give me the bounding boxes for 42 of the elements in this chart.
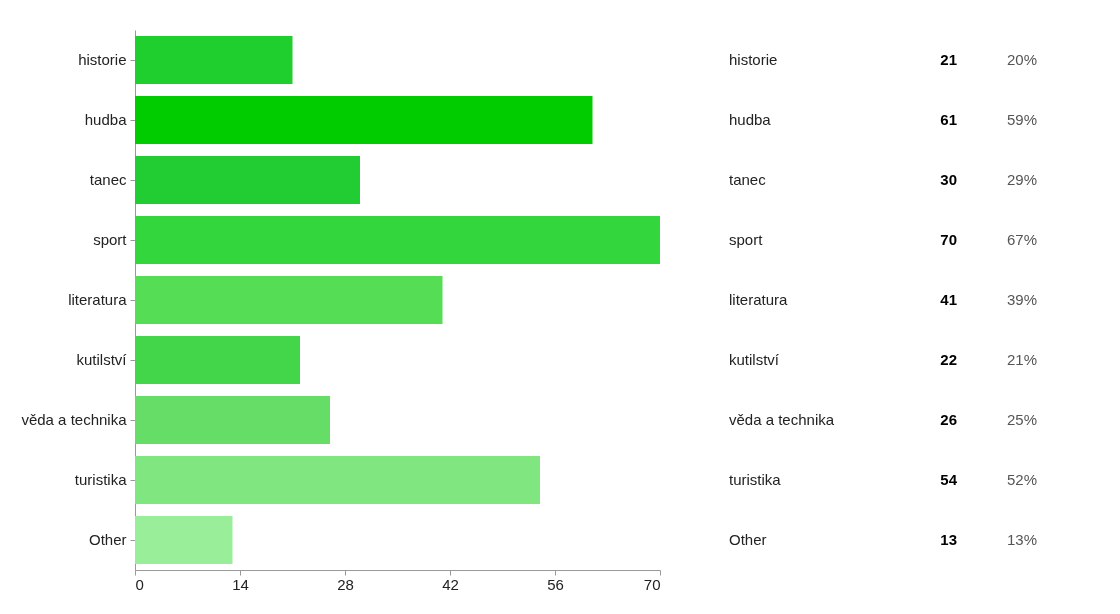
x-tick-label: 70	[643, 575, 661, 593]
y-tick-label: literatura	[68, 291, 128, 308]
text: 59%	[1006, 111, 1037, 128]
x-tick-label: 56	[547, 575, 564, 593]
data-label: 70	[940, 231, 957, 248]
text: 52%	[1006, 471, 1037, 488]
category-label: turistika	[729, 471, 781, 488]
text: 39%	[1006, 291, 1037, 308]
y-tick-label: věda a technika	[21, 411, 128, 428]
category-label: literatura	[729, 291, 788, 308]
text: 13%	[1006, 531, 1037, 548]
data-label: 41	[940, 291, 957, 308]
x-tick-label: 14	[232, 575, 249, 593]
data-label: 54	[940, 471, 958, 488]
category-label: historie	[729, 51, 778, 68]
y-tick-label: historie	[78, 51, 127, 68]
y-tick-label: turistika	[74, 471, 128, 488]
category-label: kutilství	[729, 351, 780, 368]
category-label: tanec	[729, 171, 766, 188]
y-tick-label: hudba	[84, 111, 128, 128]
data-label: 13	[940, 531, 957, 548]
y-tick-label: kutilství	[76, 351, 128, 368]
category-label: hudba	[729, 111, 771, 128]
category-label: sport	[729, 231, 763, 248]
data-label: 22	[940, 351, 957, 368]
data-label: 30	[940, 171, 957, 188]
category-label: Other	[729, 531, 767, 548]
y-tick-label: Other	[88, 531, 127, 548]
x-tick-label: 28	[337, 575, 354, 593]
category-label: věda a technika	[729, 411, 835, 428]
text: 67%	[1006, 231, 1037, 248]
data-label: 21	[940, 51, 957, 68]
text: 29%	[1006, 171, 1037, 188]
data-label: 26	[940, 411, 957, 428]
data-label: 61	[940, 111, 957, 128]
text: 20%	[1006, 51, 1037, 68]
x-tick-label: 42	[442, 575, 459, 593]
y-tick-label: tanec	[89, 171, 127, 188]
text: 21%	[1006, 351, 1037, 368]
text: 25%	[1006, 411, 1037, 428]
y-tick-label: sport	[93, 231, 128, 248]
x-tick-label: 0	[135, 575, 144, 593]
